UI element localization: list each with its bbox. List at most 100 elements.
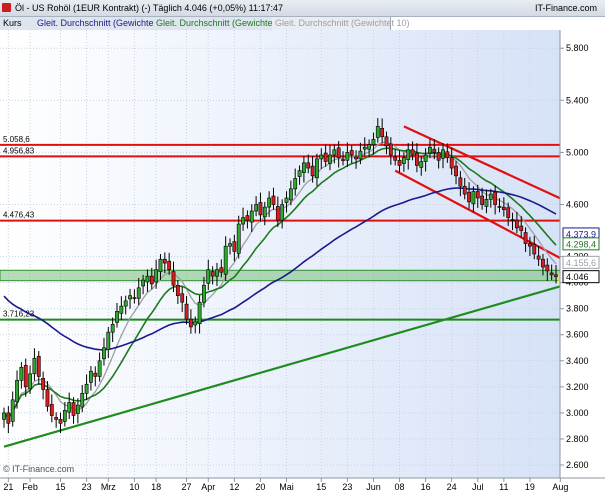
x-tick-label-16: 16 [421, 482, 431, 492]
x-tick-label-11: Mai [279, 482, 294, 492]
legend-wma10[interactable]: Gleit. Durchschnitt (Gewichtet 10) [272, 17, 410, 30]
x-tick-label-4: Mrz [101, 482, 116, 492]
candle-body-18 [80, 393, 85, 408]
trendline-1 [403, 125, 583, 210]
x-tick-label-7: 27 [182, 482, 192, 492]
candle-body-36 [158, 258, 163, 272]
candle-body-11 [49, 404, 54, 416]
price-labels: 4.373,94.298,4 4.155,6 4.046 [562, 227, 600, 284]
candle-body-117 [510, 219, 515, 221]
candle-body-34 [149, 275, 154, 285]
candle-body-13 [58, 419, 63, 424]
candle-body-44 [193, 321, 198, 326]
candle-body-60 [262, 206, 267, 218]
candle-body-59 [258, 202, 263, 216]
candle-body-109 [475, 191, 480, 199]
y-tick-label-0: 5.800 [566, 43, 589, 53]
candle-body-93 [406, 149, 411, 160]
candle-body-35 [154, 269, 159, 283]
candle-body-81 [354, 156, 358, 160]
candle-body-99 [432, 148, 437, 153]
candle-body-12 [54, 417, 59, 420]
candle-body-65 [284, 197, 289, 203]
candle-body-122 [532, 243, 537, 255]
candle-body-127 [554, 274, 558, 277]
y-tick-label-6: 3.800 [566, 304, 589, 314]
candle-body-39 [171, 271, 176, 286]
candle-body-31 [136, 287, 141, 299]
candle-body-23 [102, 347, 106, 360]
candle-body-102 [445, 151, 450, 158]
candle-body-38 [167, 260, 172, 270]
candle-body-17 [75, 404, 80, 414]
y-tick-label-3: 4.600 [566, 200, 589, 210]
candle-body-9 [41, 378, 46, 390]
candle-body-86 [375, 126, 380, 138]
price-box-1 [562, 237, 600, 251]
candle-body-114 [497, 206, 502, 208]
x-tick-label-9: 12 [229, 482, 239, 492]
x-tick-label-14: Jun [366, 482, 381, 492]
candle-body-70 [306, 162, 311, 169]
x-tick-label-8: Apr [201, 482, 215, 492]
candle-body-43 [188, 318, 193, 328]
candle-body-106 [462, 185, 467, 195]
candle-body-72 [315, 158, 319, 179]
watermark: © IT-Finance.com [3, 464, 74, 474]
candle-body-71 [310, 165, 315, 177]
trendlines [3, 125, 583, 448]
price-label-1: 4.298,4 [566, 239, 596, 249]
x-tick-label-15: 08 [395, 482, 405, 492]
price-box-3 [562, 270, 600, 284]
candle-body-113 [493, 191, 498, 205]
candles [2, 118, 558, 434]
ma10-line [3, 141, 557, 420]
candle-body-45 [197, 301, 202, 324]
candle-body-83 [362, 146, 367, 150]
candle-body-105 [458, 177, 463, 187]
candle-body-87 [380, 128, 385, 138]
candle-body-30 [132, 297, 137, 299]
candle-body-84 [367, 144, 372, 150]
candle-body-25 [110, 324, 115, 333]
candle-body-47 [206, 269, 211, 284]
legend-wma200[interactable]: Gleit. Durchschnitt (Gewichtet 200) [34, 17, 177, 30]
y-tick-label-8: 3.400 [566, 356, 589, 366]
candle-body-125 [545, 264, 550, 272]
x-tick-label-17: 24 [447, 482, 457, 492]
chart-header: Öl - US Rohöl (1EUR Kontrakt) (-) Täglic… [0, 0, 605, 17]
candle-body-42 [184, 303, 189, 320]
candle-body-15 [67, 402, 72, 413]
candle-body-89 [388, 143, 393, 156]
candle-body-33 [145, 275, 150, 283]
level-label-3: 3.716,23 [3, 310, 35, 319]
candle-body-52 [228, 243, 232, 247]
candle-body-66 [288, 188, 293, 201]
candle-body-19 [84, 383, 89, 394]
candle-body-118 [514, 219, 519, 229]
candle-body-37 [162, 258, 167, 264]
x-tick-label-21: Aug [552, 482, 568, 492]
price-label-2: 4.155,6 [566, 258, 596, 268]
price-label-3: 4.046 [566, 272, 589, 282]
candle-body-64 [280, 204, 285, 221]
x-tick-label-20: 19 [525, 482, 535, 492]
candle-body-115 [501, 206, 506, 211]
x-tick-label-5: 10 [129, 482, 139, 492]
candle-body-112 [488, 193, 493, 200]
candle-body-62 [271, 195, 276, 205]
candle-body-56 [245, 215, 250, 221]
candle-body-16 [71, 402, 76, 416]
candle-body-3 [15, 380, 19, 403]
candle-body-110 [480, 195, 485, 205]
candle-body-2 [10, 399, 15, 422]
x-tick-label-12: 15 [316, 482, 326, 492]
candle-body-57 [249, 210, 254, 223]
candle-body-69 [302, 162, 306, 173]
chart-title: Öl - US Rohöl (1EUR Kontrakt) (-) Täglic… [15, 3, 284, 13]
candle-body-79 [345, 152, 350, 161]
candle-body-5 [23, 365, 28, 388]
candle-body-97 [423, 154, 428, 162]
legend-wma20[interactable]: Gleit. Durchschnitt (Gewichtet 20) [153, 17, 291, 30]
candle-body-100 [436, 152, 441, 161]
